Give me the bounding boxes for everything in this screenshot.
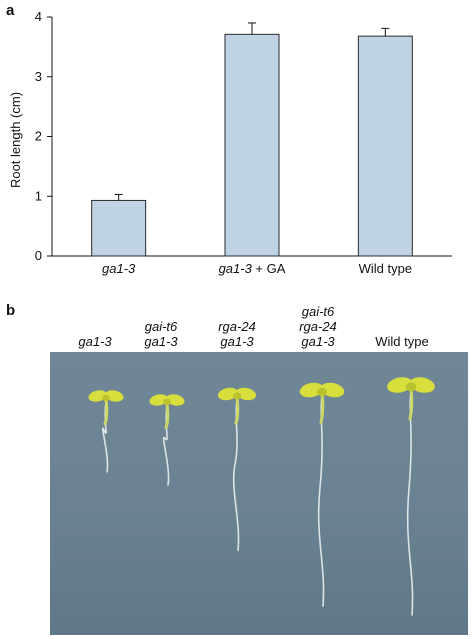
bar [224, 33, 280, 257]
bar [91, 199, 147, 257]
y-tick-label: 3 [35, 69, 42, 84]
x-tick-label: Wild type [359, 261, 412, 276]
genotype-label-line: Wild type [375, 334, 429, 349]
seedling-photo [50, 352, 468, 635]
y-tick-label: 2 [35, 129, 42, 144]
y-tick-label: 4 [35, 9, 42, 24]
panel-a-letter: a [6, 2, 15, 19]
genotype-label-line: rga-24 [299, 319, 337, 334]
genotype-label: rga-24 ga1-3 [192, 319, 282, 349]
seedlings-illustration [88, 377, 435, 616]
genotype-label-line: gai-t6 [144, 319, 178, 334]
y-axis-label: Root length (cm) [8, 92, 23, 188]
seedling [299, 382, 345, 607]
seedling [149, 394, 185, 486]
genotype-label-line: gai-t6 [301, 304, 335, 319]
y-tick-label: 1 [35, 188, 42, 203]
genotype-label-line: ga1-3 [144, 334, 178, 349]
seedling [217, 387, 257, 552]
genotype-label: Wild type [357, 334, 447, 349]
bar-chart: Root length (cm) 0 1 2 3 4 ga1-3 ga1-3 + GA Wil… [8, 9, 452, 276]
x-tick-label: ga1-3 [102, 261, 136, 276]
seedling [387, 377, 435, 616]
y-tick-label: 0 [35, 248, 42, 263]
genotype-label-line: ga1-3 [78, 334, 112, 349]
bar [357, 35, 413, 257]
seedling [88, 390, 124, 473]
x-tick-label: ga1-3 + GA [219, 261, 286, 276]
genotype-label-line: ga1-3 [220, 334, 254, 349]
panel-b-letter: b [6, 302, 16, 319]
genotype-label: gai-t6 ga1-3 [116, 319, 206, 349]
genotype-label: ga1-3 [50, 334, 140, 349]
genotype-label-line: rga-24 [218, 319, 256, 334]
genotype-label-line: ga1-3 [301, 334, 335, 349]
genotype-label: gai-t6 rga-24 ga1-3 [273, 304, 363, 349]
